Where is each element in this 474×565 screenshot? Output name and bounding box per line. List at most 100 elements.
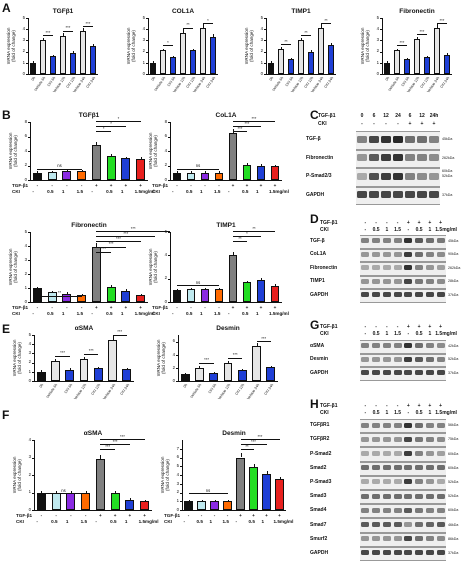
blot-band [415,479,424,485]
error-bar [41,491,42,493]
blot-band [415,251,424,257]
bar [47,172,57,180]
tgf-row-value: - [36,183,39,188]
y-tick [180,448,182,450]
blot-band [393,450,402,457]
error-bar [125,289,127,291]
y-tick [28,232,30,233]
blot-band [361,422,370,428]
sig-bracket [96,251,112,253]
error-bar [407,57,408,60]
blot-band [382,356,391,362]
tgf-row-value: - [84,513,87,518]
blot-band [404,479,413,485]
blot-band [415,238,424,244]
tgf-row-value: + [143,513,146,518]
panel-letter-h: H [310,397,319,411]
blot-band [404,278,413,284]
error-bar [266,471,268,475]
y-tick-label: 2 [376,48,379,54]
sig-bracket [183,27,193,29]
molecular-weight-label: 52kDa [442,174,453,178]
sig-bracket [417,34,427,35]
tgf-row-value: - [51,183,53,188]
sig-label: * [246,230,248,236]
y-tick [28,260,30,261]
blot-band [436,536,445,542]
sig-label: ** [252,225,256,231]
blot-strip [360,433,446,448]
tgf-row-value: - [51,305,53,310]
cki-dose-value: 1.5 [214,189,221,194]
error-bar [214,499,216,502]
sig-bracket [240,444,267,445]
sig-bracket [233,126,261,127]
y-tick-label: 5 [24,228,27,234]
cki-dose-value: - [91,311,93,316]
bar [110,492,120,510]
error-bar [129,498,131,500]
blot-row-label: P-Smad2/3 [306,173,332,180]
y-tick-label: 0 [28,377,31,383]
blot-band [404,370,413,376]
x-axis [34,510,152,511]
tgf-value: + [406,324,410,330]
blot-band [417,154,427,162]
blot-band [393,436,402,442]
y-tick-label: 3 [176,480,179,486]
tgf-row-value: - [36,305,39,310]
bar [189,50,197,74]
blot-strip [360,262,446,276]
bar [423,57,431,74]
sig-bracket [37,168,82,170]
blot-band [381,191,391,199]
blot-band [404,292,413,298]
blot-band [361,292,370,298]
bar [200,289,210,302]
blot-band [436,356,445,362]
x-axis [28,74,98,75]
y-tick-label: 4 [28,436,31,442]
tgf-value: - [396,220,399,226]
blot-band [372,343,381,349]
cki-value: 0.5 [372,331,380,337]
y-tick [380,74,382,75]
blot-band [361,343,370,349]
sig-label: * [102,125,105,131]
error-bar [279,476,281,480]
sig-label: ns [61,487,66,493]
error-bar [242,368,243,371]
error-bar [253,463,255,468]
y-tick-label: 5 [22,14,25,20]
y-tick-label: 2 [164,275,167,281]
error-bar [83,28,84,32]
blot-band [404,265,413,271]
blot-band [436,251,445,257]
sig-bracket [96,126,126,127]
blot-band [372,521,381,528]
cki-dose-value: 1 [61,311,65,316]
y-tick-label: 7 [176,445,179,451]
blot-band [393,154,403,162]
error-bar [173,55,174,58]
y-tick [146,40,148,41]
blot-band [361,550,370,556]
chart-title: TGFβ1 [78,112,100,119]
bar [237,370,247,381]
bar [200,172,210,180]
row-header-tgf: TGF-β1 [164,513,181,518]
cki-value: 1 [385,410,389,416]
molecular-weight-label: 262kDa [448,265,461,270]
y-tick [26,40,28,41]
sig-bracket [240,449,254,450]
blot-band [393,536,402,542]
y-tick-label: 6 [164,228,167,234]
sig-label: * [117,115,120,121]
cki-dose-value: - [95,519,97,524]
y-tick-label: 6 [164,133,167,139]
error-bar [43,37,44,41]
cki-dose-value: 0.5 [106,189,113,194]
blot-band [381,154,391,162]
y-tick [32,362,34,364]
sig-label: *** [204,357,209,363]
